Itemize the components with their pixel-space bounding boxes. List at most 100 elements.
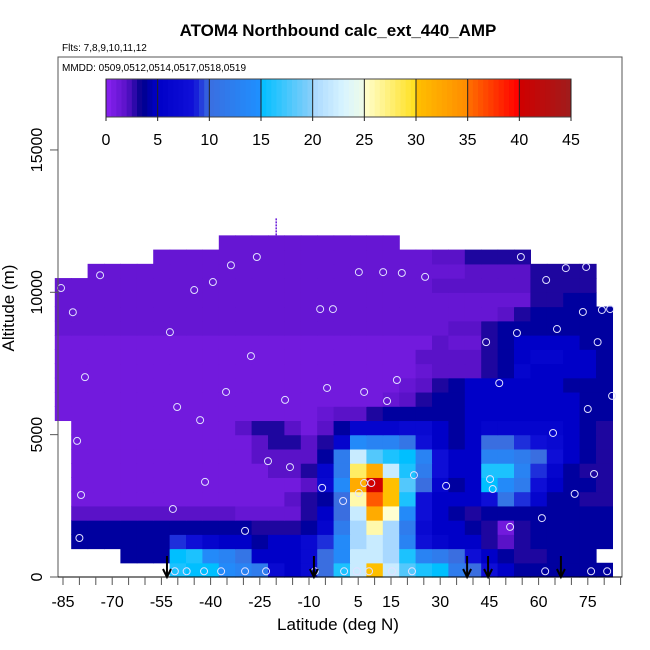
heatmap-cell — [546, 377, 564, 393]
heatmap-cell — [563, 391, 581, 407]
sample-point — [442, 481, 451, 490]
heatmap-cell — [350, 505, 367, 521]
heatmap-cell — [350, 349, 367, 365]
heatmap-cell — [366, 548, 384, 564]
heatmap-cell — [169, 320, 187, 336]
colorbar-segment — [312, 79, 319, 117]
heatmap-cell — [546, 520, 564, 535]
heatmap-cell — [350, 562, 367, 578]
heatmap-cell — [136, 320, 154, 336]
heatmap-cell — [514, 391, 531, 407]
heatmap-cell — [530, 292, 548, 308]
heatmap-cell — [415, 420, 433, 436]
heatmap-cell — [448, 377, 466, 393]
heatmap-cell — [300, 548, 318, 564]
heatmap-cell — [382, 520, 400, 535]
heatmap-cell — [464, 463, 482, 478]
heatmap-cell — [284, 377, 302, 393]
heatmap-cell — [268, 505, 285, 521]
heatmap-cell — [235, 505, 253, 521]
heatmap-cell — [366, 491, 384, 507]
heatmap-cell — [104, 320, 121, 336]
heatmap-cell — [596, 406, 613, 422]
heatmap-cell — [530, 562, 548, 578]
heatmap-cell — [333, 278, 351, 293]
heatmap-cell — [54, 292, 72, 308]
heatmap-cell — [235, 406, 253, 422]
colorbar-segment — [219, 79, 226, 117]
heatmap-cell — [71, 434, 89, 450]
colorbar-segment — [323, 79, 329, 117]
heatmap-cell — [87, 505, 105, 521]
heatmap-cell — [350, 406, 367, 422]
heatmap-cell — [169, 420, 187, 436]
heatmap-cell — [317, 434, 335, 450]
heatmap-cell — [399, 520, 417, 535]
heatmap-cell — [579, 534, 597, 550]
sample-point — [68, 308, 77, 317]
colorbar-segment — [286, 79, 293, 117]
heatmap-cell — [87, 491, 105, 507]
heatmap-cell — [104, 391, 121, 407]
heatmap-cell — [530, 463, 548, 478]
heatmap-cell — [350, 320, 367, 336]
heatmap-cell — [169, 278, 187, 293]
heatmap-cell — [186, 420, 203, 436]
heatmap-cell — [596, 505, 613, 521]
colorbar-segment — [390, 79, 396, 117]
heatmap-cell — [579, 463, 597, 478]
heatmap-cell — [350, 420, 367, 436]
heatmap-cell — [514, 562, 531, 578]
heatmap-cell — [136, 434, 154, 450]
heatmap-cell — [415, 278, 433, 293]
heatmap-cell — [481, 420, 499, 436]
sample-point — [606, 305, 615, 314]
colorbar-segment — [385, 79, 391, 117]
sample-point — [421, 272, 430, 281]
heatmap-cell — [546, 534, 564, 550]
heatmap-cell — [530, 263, 548, 279]
heatmap-cell — [218, 278, 236, 293]
heatmap-cell — [415, 363, 433, 379]
y-tick-label: 0 — [29, 572, 46, 581]
heatmap-cell — [169, 477, 187, 493]
heatmap-cell — [153, 249, 171, 265]
heatmap-cell — [464, 491, 482, 507]
colorbar-segment — [359, 79, 365, 117]
colorbar-tick-label: 25 — [355, 132, 373, 149]
heatmap-cell — [251, 534, 269, 550]
heatmap-cell — [136, 463, 154, 478]
heatmap-cell — [350, 306, 367, 322]
sample-point — [587, 567, 596, 576]
heatmap-cell — [399, 491, 417, 507]
heatmap-cell — [268, 278, 285, 293]
heatmap-cell — [317, 463, 335, 478]
heatmap-cell — [399, 562, 417, 578]
heatmap-cell — [366, 434, 384, 450]
heatmap-cell — [251, 463, 269, 478]
heatmap-cell — [481, 249, 499, 265]
colorbar-tick-label: 35 — [459, 132, 477, 149]
heatmap-cell — [399, 306, 417, 322]
heatmap-cell — [432, 377, 449, 393]
heatmap-cell — [300, 249, 318, 265]
heatmap-cell — [464, 320, 482, 336]
heatmap-cell — [464, 534, 482, 550]
heatmap-cell — [136, 306, 154, 322]
heatmap-cell — [218, 505, 236, 521]
colorbar-segment — [348, 79, 355, 117]
sample-point — [603, 567, 612, 576]
heatmap-cell — [415, 335, 433, 350]
sample-point — [590, 469, 599, 478]
heatmap-cell — [596, 491, 613, 507]
dates-label: MMDD: 0509,0512,0514,0517,0518,0519 — [62, 63, 246, 74]
heatmap-cell — [202, 448, 220, 464]
heatmap-cell — [235, 249, 253, 265]
heatmap-cell — [317, 349, 335, 365]
heatmap-cell — [382, 477, 400, 493]
heatmap-cell — [546, 463, 564, 478]
heatmap-cell — [579, 406, 597, 422]
heatmap-cell — [481, 491, 499, 507]
heatmap-cell — [284, 463, 302, 478]
heatmap-cell — [284, 505, 302, 521]
